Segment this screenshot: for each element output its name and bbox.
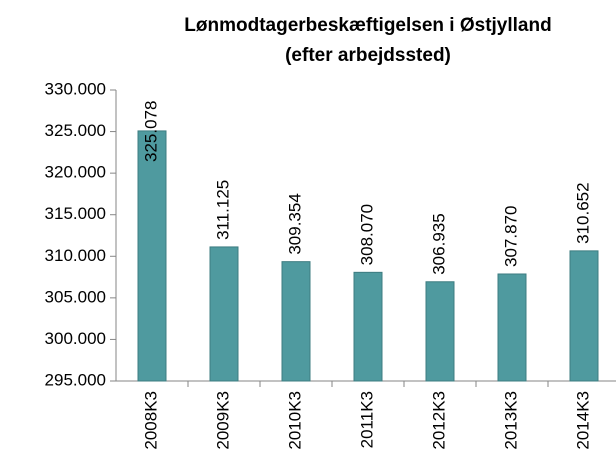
y-tick-label: 325.000 bbox=[45, 121, 106, 140]
value-label: 310.652 bbox=[573, 182, 592, 243]
chart-subtitle: (efter arbejdssted) bbox=[285, 45, 451, 66]
y-tick-label: 310.000 bbox=[45, 246, 106, 265]
y-tick-label: 300.000 bbox=[45, 329, 106, 348]
x-tick-label: 2009K3 bbox=[213, 391, 232, 450]
bar bbox=[137, 130, 167, 382]
bar bbox=[353, 271, 383, 382]
value-label: 307.870 bbox=[501, 206, 520, 267]
y-tick-label: 320.000 bbox=[45, 163, 106, 182]
value-label: 306.935 bbox=[429, 213, 448, 274]
bar bbox=[281, 261, 311, 382]
y-tick-label: 315.000 bbox=[45, 204, 106, 223]
value-label: 309.354 bbox=[285, 193, 304, 254]
x-tick-label: 2011K3 bbox=[357, 391, 376, 448]
y-tick-label: 305.000 bbox=[45, 287, 106, 306]
x-tick-label: 2008K3 bbox=[141, 391, 160, 450]
bar bbox=[209, 246, 239, 382]
x-tick-label: 2010K3 bbox=[285, 391, 304, 450]
y-tick-label: 330.000 bbox=[45, 79, 106, 98]
bar bbox=[569, 250, 599, 382]
value-label: 308.070 bbox=[357, 204, 376, 265]
bar bbox=[425, 281, 455, 382]
bar bbox=[497, 273, 527, 382]
x-tick-label: 2014K3 bbox=[573, 391, 592, 450]
x-tick-label: 2012K3 bbox=[429, 391, 448, 450]
value-label: 325.078 bbox=[141, 101, 160, 162]
y-tick-label: 295.000 bbox=[45, 370, 106, 389]
value-label: 311.125 bbox=[213, 180, 232, 240]
chart-title: Lønmodtagerbeskæftigelsen i Østjylland bbox=[184, 15, 551, 36]
x-tick-label: 2013K3 bbox=[501, 391, 520, 450]
